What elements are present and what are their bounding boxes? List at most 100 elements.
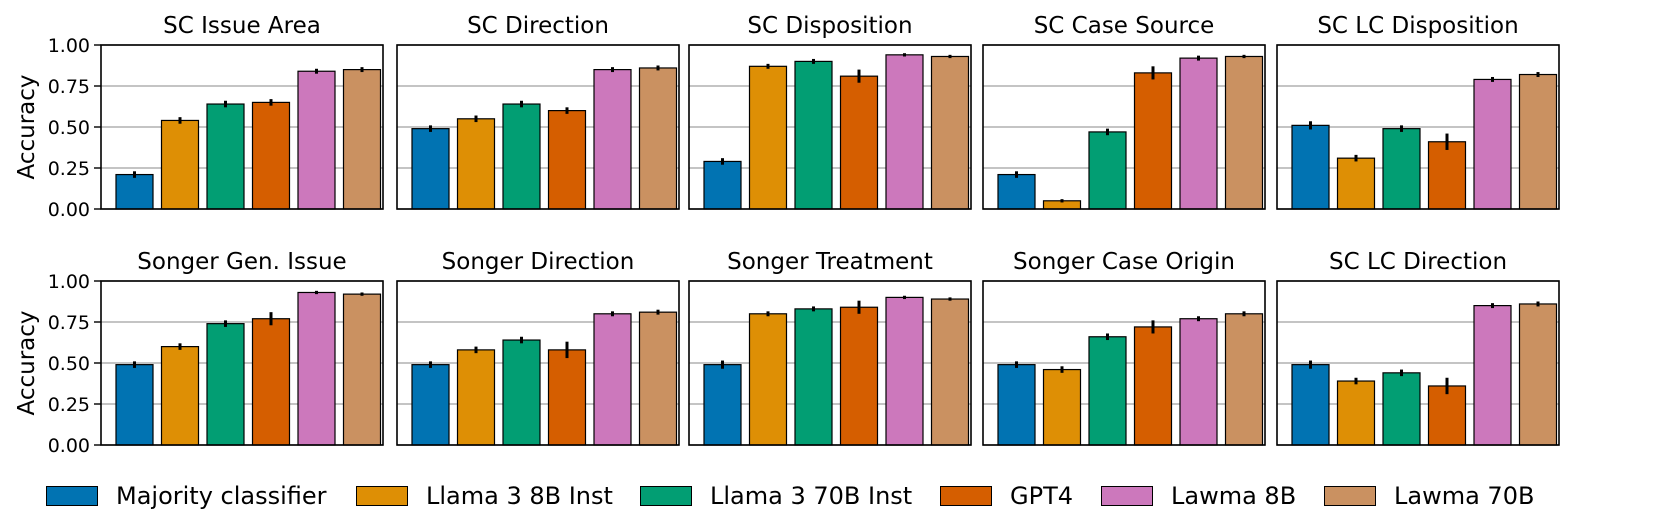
bar (748, 313, 788, 446)
legend-swatch (1101, 486, 1153, 506)
legend-item: Llama 3 8B Inst (356, 476, 613, 516)
bar (1427, 385, 1467, 446)
bar (1133, 326, 1173, 446)
panel-frame (1276, 280, 1560, 446)
legend: Majority classifier Llama 3 8B Inst Llama … (0, 476, 1660, 516)
legend-item: GPT4 (940, 476, 1073, 516)
legend-label: GPT4 (1010, 482, 1073, 510)
legend-swatch (1324, 486, 1376, 506)
bar (885, 54, 924, 210)
panel-10: SC LC Direction (1276, 249, 1560, 446)
bar (160, 119, 200, 210)
panel-1: SC Issue Area 0.00 0.25 0.50 0.75 1.00 Accurac… (14, 13, 384, 221)
panel-frame (982, 280, 1266, 446)
legend-swatch (46, 486, 98, 506)
bar (547, 109, 587, 210)
panel-8: Songer Treatment (688, 249, 972, 446)
bar (1336, 380, 1376, 446)
bar (1088, 336, 1127, 446)
bar (1179, 57, 1218, 210)
bar (839, 75, 879, 210)
legend-swatch (640, 486, 692, 506)
panel-7: Songer Direction (396, 249, 680, 446)
panel-2: SC Direction (396, 13, 680, 210)
y-tick-label: 0.00 (48, 435, 90, 457)
bar (1224, 55, 1264, 210)
panel-title: SC LC Disposition (1317, 13, 1518, 39)
bar (1473, 305, 1512, 446)
panel-frame (688, 44, 972, 210)
bar (997, 364, 1036, 446)
legend-label: Lawma 70B (1394, 482, 1535, 510)
panel-3: SC Disposition (688, 13, 972, 210)
bar (1224, 313, 1264, 446)
bar (502, 103, 541, 210)
bar (342, 68, 382, 210)
panel-frame (1276, 44, 1560, 210)
bar (1088, 131, 1127, 210)
panel-title: SC Issue Area (163, 13, 321, 39)
legend-label: Llama 3 8B Inst (426, 482, 613, 510)
panel-title: Songer Gen. Issue (137, 249, 346, 275)
bar (115, 173, 154, 210)
bar (1518, 303, 1558, 446)
bar (1382, 128, 1421, 210)
bar (297, 70, 336, 210)
bar (1382, 372, 1421, 446)
bar (1133, 72, 1173, 210)
y-axis-label: Accuracy (14, 310, 40, 415)
panel-frame (688, 280, 972, 446)
bar (251, 101, 291, 210)
panel-title: SC LC Direction (1329, 249, 1507, 275)
bar (1473, 78, 1512, 210)
legend-label: Majority classifier (116, 482, 327, 510)
panel-4: SC Case Source (982, 13, 1266, 210)
legend-item: Llama 3 70B Inst (640, 476, 912, 516)
bar (251, 318, 291, 446)
bar (794, 60, 833, 210)
bar (1291, 364, 1330, 446)
bar-chart-grid: SC Issue Area 0.00 0.25 0.50 0.75 1.00 Accurac… (14, 13, 1560, 457)
panel-title: Songer Treatment (727, 249, 933, 275)
y-tick-label: 0.75 (48, 312, 90, 334)
panel-frame (396, 280, 680, 446)
y-tick-label: 0.75 (48, 76, 90, 98)
bar (1518, 73, 1558, 210)
panel-frame (982, 44, 1266, 210)
panel-frame (396, 44, 680, 210)
panel-6: Songer Gen. Issue 0.00 0.25 0.50 0.75 1.00 Acc… (14, 249, 384, 457)
y-tick-label: 1.00 (48, 35, 90, 57)
bar (794, 308, 833, 446)
bar (456, 118, 496, 210)
bar (411, 128, 450, 210)
bar (297, 291, 336, 446)
bar (839, 306, 879, 446)
panel-5: SC LC Disposition (1276, 13, 1560, 210)
bar (160, 346, 200, 446)
y-tick-label: 0.50 (48, 117, 90, 139)
bar (1427, 141, 1467, 210)
bar (593, 68, 632, 210)
panel-title: SC Disposition (747, 13, 912, 39)
bar (930, 298, 970, 446)
bar (115, 364, 154, 446)
bar (593, 313, 632, 446)
legend-item: Majority classifier (46, 476, 327, 516)
legend-swatch (940, 486, 992, 506)
bar (638, 67, 678, 210)
legend-label: Lawma 8B (1171, 482, 1297, 510)
bar (1179, 318, 1218, 446)
legend-item: Lawma 8B (1101, 476, 1296, 516)
bar (748, 65, 788, 210)
legend-label: Llama 3 70B Inst (710, 482, 913, 510)
bar (502, 339, 541, 446)
y-tick-label: 0.25 (48, 158, 90, 180)
bar (703, 160, 742, 210)
legend-item: Lawma 70B (1324, 476, 1534, 516)
bar (206, 103, 245, 210)
bar (1042, 368, 1082, 446)
panel-title: Songer Case Origin (1013, 249, 1235, 275)
bar (930, 55, 970, 210)
panel-title: SC Direction (467, 13, 609, 39)
panel-title: SC Case Source (1034, 13, 1215, 39)
